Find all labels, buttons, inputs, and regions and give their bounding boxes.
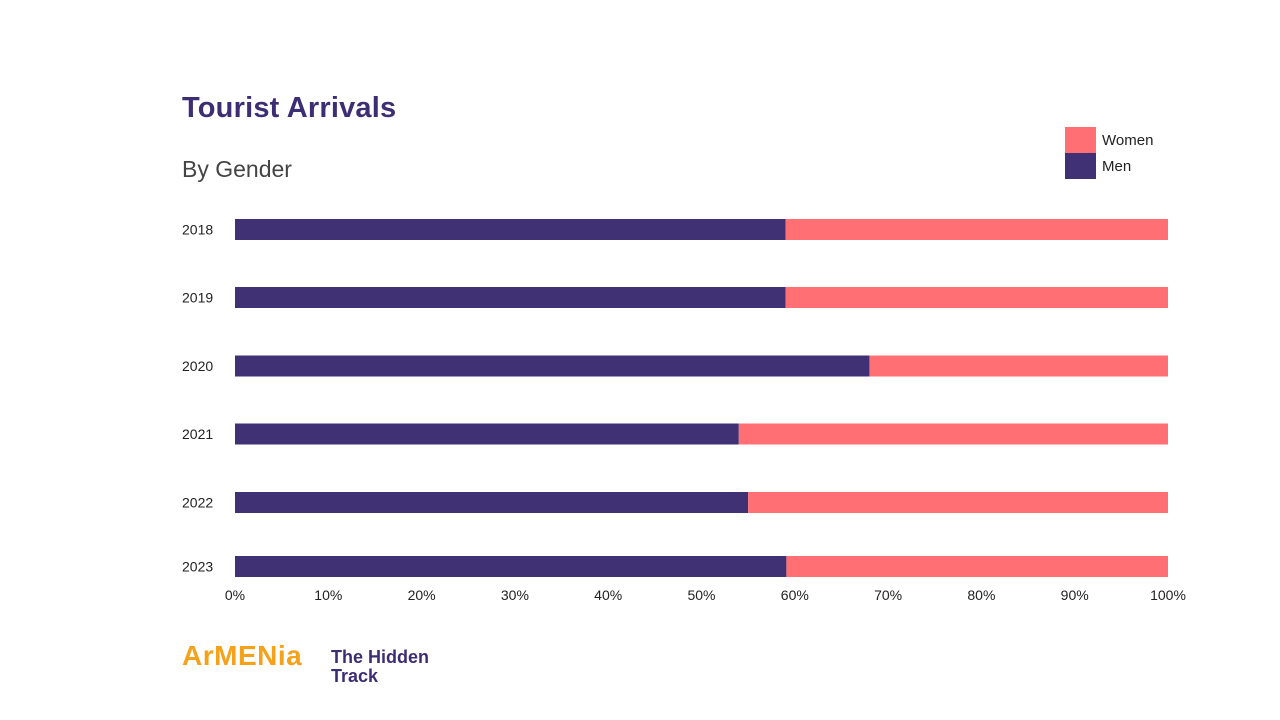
tagline-line-2: Track [331,666,379,686]
legend-label-men: Men [1102,157,1132,175]
bar-women-2022 [748,492,1168,513]
legend-label-women: Women [1102,131,1154,149]
y-tick-label-2020: 2020 [182,358,213,374]
x-tick-label-0: 0% [225,587,245,603]
bar-men-2022 [235,492,749,513]
x-tick-label-9: 90% [1061,587,1089,603]
bar-women-2019 [785,287,1168,308]
x-tick-label-6: 60% [781,587,809,603]
chart-title: Tourist Arrivals [182,92,397,124]
bar-women-2021 [738,423,1168,445]
y-tick-label-2023: 2023 [182,559,213,575]
legend-swatch-men [1065,153,1096,179]
x-tick-label-10: 100% [1150,587,1186,603]
y-tick-label-2019: 2019 [182,290,213,306]
x-tick-label-4: 40% [594,587,622,603]
x-tick-label-8: 80% [967,587,995,603]
x-tick-label-5: 50% [687,587,715,603]
bar-men-2023 [235,556,787,577]
x-tick-label-1: 10% [314,587,342,603]
x-tick-label-3: 30% [501,587,529,603]
chart-subtitle: By Gender [182,156,292,182]
bar-women-2020 [869,355,1168,377]
bar-men-2018 [235,219,786,240]
brand-tagline: The Hidden Track [331,648,429,686]
x-tick-label-7: 70% [874,587,902,603]
legend: Women Men [1065,127,1153,179]
bar-women-2023 [786,556,1168,577]
bar-men-2020 [235,355,870,377]
brand-logo: ArMENia [182,640,303,671]
y-tick-label-2018: 2018 [182,222,213,238]
legend-swatch-women [1065,127,1096,153]
y-tick-label-2022: 2022 [182,495,213,511]
bar-men-2021 [235,423,739,445]
y-tick-label-2021: 2021 [182,426,213,442]
bar-women-2018 [785,219,1168,240]
legend-item-women: Women [1065,127,1153,153]
tagline-line-1: The Hidden [331,647,429,667]
bar-men-2019 [235,287,786,308]
legend-item-men: Men [1065,153,1153,179]
x-tick-label-2: 20% [408,587,436,603]
